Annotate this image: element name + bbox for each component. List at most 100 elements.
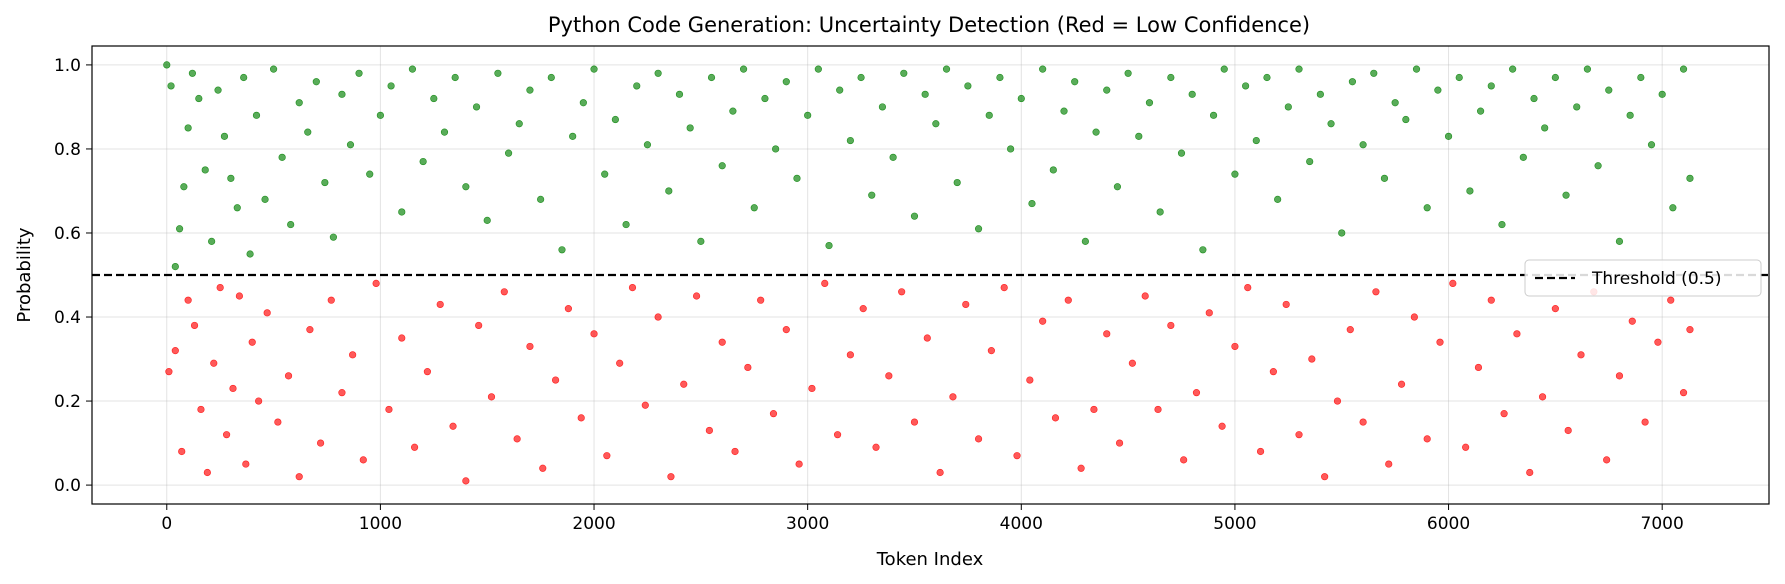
scatter-point	[227, 174, 235, 182]
scatter-point	[1686, 326, 1694, 334]
scatter-point	[665, 187, 673, 195]
scatter-point	[210, 359, 218, 367]
scatter-point	[242, 460, 250, 468]
scatter-point	[1284, 103, 1292, 111]
scatter-point	[846, 351, 854, 359]
scatter-point	[1402, 115, 1410, 124]
scatter-point	[248, 338, 256, 346]
scatter-point	[255, 397, 263, 405]
scatter-point	[269, 65, 278, 73]
scatter-point	[229, 384, 237, 393]
x-tick-label: 7000	[1641, 514, 1684, 534]
scatter-point	[1188, 90, 1196, 98]
scatter-point	[889, 153, 897, 161]
scatter-point	[513, 435, 521, 443]
scatter-point	[898, 288, 906, 296]
scatter-point	[1220, 65, 1228, 73]
scatter-point	[188, 69, 197, 77]
scatter-point	[551, 376, 560, 384]
scatter-point	[579, 99, 587, 107]
scatter-point	[1530, 94, 1538, 103]
scatter-point	[1551, 305, 1559, 313]
scatter-point	[611, 115, 619, 124]
scatter-point	[1060, 107, 1068, 115]
scatter-point	[1346, 326, 1354, 334]
scatter-point	[184, 296, 192, 304]
scatter-point	[1436, 338, 1444, 346]
scatter-point	[964, 82, 972, 90]
scatter-point	[295, 99, 303, 107]
scatter-point	[539, 464, 547, 472]
scatter-point	[885, 372, 893, 380]
y-tick-label: 0.6	[54, 224, 81, 244]
x-tick-label: 2000	[572, 514, 615, 534]
scatter-point	[1412, 65, 1421, 73]
scatter-point	[1594, 162, 1602, 170]
scatter-point	[750, 204, 758, 212]
scatter-point	[1603, 456, 1611, 464]
scatter-point	[184, 124, 192, 132]
legend-threshold-label: Threshold (0.5)	[1591, 269, 1721, 289]
x-axis-label: Token Index	[876, 549, 984, 570]
legend: Threshold (0.5)	[1524, 259, 1762, 297]
scatter-point	[1145, 99, 1154, 107]
scatter-point	[483, 216, 491, 224]
scatter-point	[355, 69, 363, 77]
scatter-point	[1476, 107, 1485, 115]
scatter-point	[385, 405, 393, 414]
scatter-point	[1252, 136, 1260, 145]
legend-box	[1524, 259, 1762, 297]
scatter-point	[846, 136, 854, 145]
scatter-point	[1583, 65, 1592, 73]
scatter-point	[1637, 73, 1645, 82]
scatter-point	[804, 111, 812, 119]
scatter-point	[1141, 292, 1149, 300]
scatter-point	[1242, 82, 1250, 90]
scatter-point	[1519, 153, 1527, 161]
scatter-point	[349, 351, 357, 359]
scatter-point	[1686, 174, 1694, 182]
scatter-point	[284, 372, 293, 380]
scatter-point	[923, 334, 931, 342]
scatter-point	[1256, 447, 1265, 456]
scatter-point	[1391, 99, 1399, 107]
scatter-point	[195, 94, 203, 103]
scatter-point	[178, 447, 186, 456]
scatter-point	[932, 120, 940, 128]
scatter-point	[1308, 355, 1316, 363]
scatter-point	[1605, 86, 1613, 94]
scatter-point	[1167, 73, 1175, 82]
scatter-point	[641, 401, 649, 409]
scatter-point	[936, 468, 944, 477]
scatter-point	[1359, 141, 1367, 149]
scatter-point	[180, 183, 188, 191]
scatter-point	[616, 359, 624, 367]
scatter-point	[419, 157, 427, 166]
scatter-point	[1071, 78, 1079, 86]
scatter-point	[1064, 296, 1072, 304]
scatter-point	[1218, 422, 1226, 430]
scatter-point	[1385, 460, 1393, 468]
scatter-point	[1647, 141, 1656, 149]
scatter-point	[1573, 103, 1581, 111]
y-tick-label: 0.2	[54, 392, 81, 412]
scatter-point	[1509, 65, 1517, 73]
scatter-point	[220, 132, 229, 140]
scatter-point	[295, 473, 303, 481]
scatter-point	[1474, 363, 1483, 372]
scatter-point	[1551, 73, 1559, 82]
scatter-point	[1333, 397, 1342, 405]
scatter-point	[1077, 464, 1085, 472]
scatter-point	[577, 414, 585, 422]
scatter-point	[729, 107, 737, 115]
scatter-point	[1180, 456, 1188, 464]
scatter-point	[1562, 191, 1570, 199]
scatter-point	[359, 456, 367, 464]
scatter-point	[372, 279, 380, 288]
scatter-point	[1128, 359, 1136, 367]
scatter-point	[1466, 187, 1474, 195]
scatter-point	[1626, 111, 1634, 119]
scatter-point	[171, 262, 179, 271]
scatter-point	[278, 153, 286, 161]
